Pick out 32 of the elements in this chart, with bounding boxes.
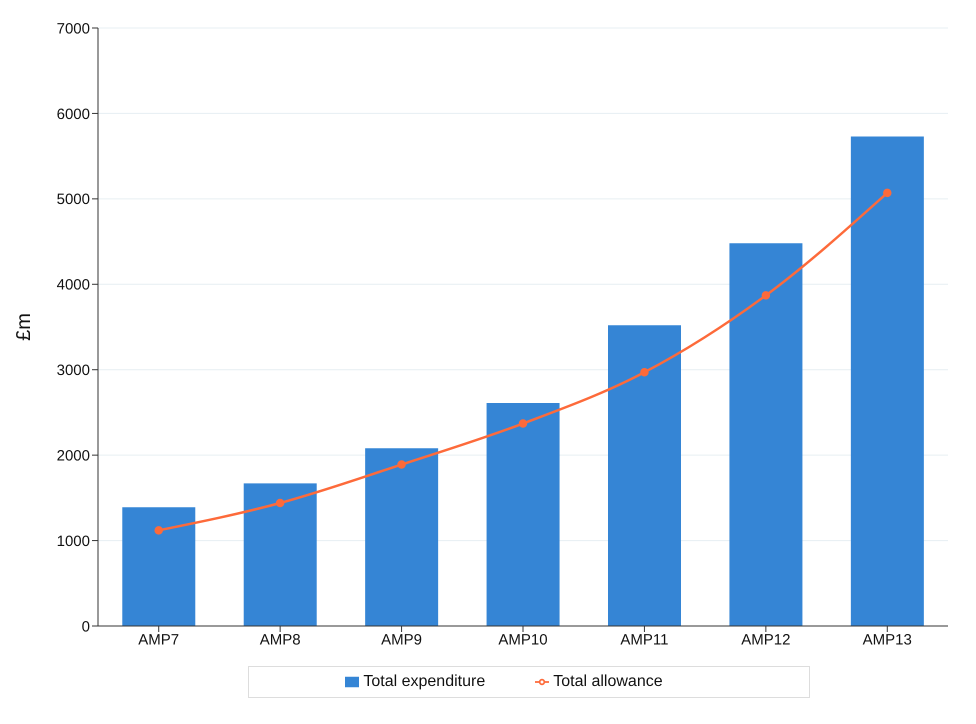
- x-tick-label: AMP10: [498, 632, 548, 649]
- legend-label: Total allowance: [553, 673, 663, 690]
- y-tick-label: 7000: [56, 20, 90, 38]
- bar: [729, 243, 802, 626]
- bar: [365, 448, 438, 626]
- y-tick-label: 6000: [56, 106, 90, 123]
- y-tick-label: 0: [82, 618, 90, 636]
- y-tick-label: 5000: [56, 191, 90, 208]
- y-tick-label: 2000: [56, 447, 90, 464]
- bar: [850, 136, 924, 626]
- y-tick-label: 3000: [56, 362, 90, 380]
- bar: [244, 483, 317, 626]
- legend-label: Total expenditure: [363, 673, 486, 690]
- point: [397, 460, 406, 469]
- x-tick-label: AMP13: [862, 632, 912, 649]
- y-tick-label: 4000: [56, 276, 90, 294]
- x-tick-label: AMP9: [381, 632, 422, 649]
- point: [518, 419, 528, 428]
- bar: [122, 507, 196, 626]
- bar: [608, 325, 681, 626]
- x-tick-label: AMP11: [620, 632, 668, 649]
- x-tick-label: AMP12: [741, 632, 790, 649]
- x-tick-label: AMP7: [138, 632, 180, 649]
- y-tick-label: 1000: [56, 532, 90, 550]
- y-axis-title: £m: [13, 313, 36, 341]
- x-tick-label: AMP8: [260, 632, 301, 649]
- point: [883, 188, 892, 198]
- point: [762, 291, 770, 300]
- point: [154, 526, 163, 535]
- point: [640, 368, 649, 377]
- point: [276, 498, 284, 508]
- bar: [486, 403, 560, 626]
